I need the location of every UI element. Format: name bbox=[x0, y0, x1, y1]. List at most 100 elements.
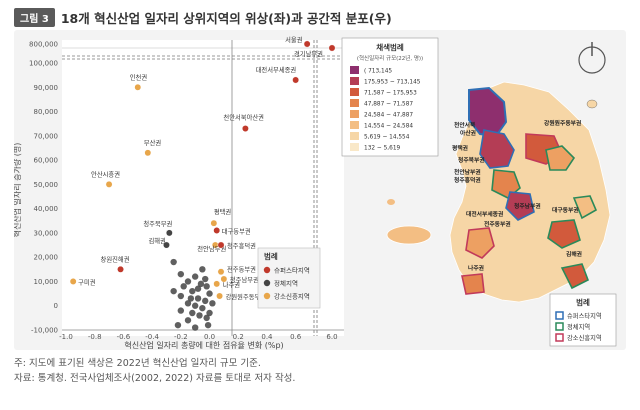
scatter-point bbox=[189, 309, 196, 317]
map-legend-swatch bbox=[350, 121, 359, 129]
point-label: 천안서북아산권 bbox=[223, 113, 264, 122]
figure-title: 18개 혁신산업 일자리 상위지역의 위상(좌)과 공간적 분포(우) bbox=[60, 10, 392, 26]
legend-label: 정체지역 bbox=[274, 279, 298, 288]
y-tick-label: 20,000 bbox=[34, 254, 59, 262]
map-legend-label: 24,584 ~ 47,887 bbox=[364, 113, 413, 119]
scatter-point bbox=[177, 307, 185, 314]
x-tick-label: 0.0 bbox=[204, 333, 215, 341]
point-label: 서울권 bbox=[285, 35, 303, 44]
map-legend-title: 채색범례 bbox=[376, 42, 404, 52]
map-legend-label: 132 ~ 5,619 bbox=[364, 146, 401, 152]
north-arrow bbox=[578, 42, 606, 74]
x-tick-label: 0.4 bbox=[261, 333, 273, 341]
scatter-point bbox=[189, 287, 196, 295]
y-tick-labels: 800,000 100,000 90,000 80,000 70,000 60,000 50… bbox=[29, 41, 58, 335]
region-seoul bbox=[468, 86, 508, 138]
figure-note: 주: 지도에 표기된 색상은 2022년 혁신산업 일자리 규모 기준. bbox=[14, 358, 261, 369]
scatter-point bbox=[206, 290, 213, 297]
x-tick-label: -0.6 bbox=[117, 333, 131, 341]
y-tick-label: 90,000 bbox=[34, 84, 59, 92]
y-tick-label: 40,000 bbox=[34, 205, 59, 213]
figure-svg: 800,000 100,000 90,000 80,000 70,000 60,000 50… bbox=[12, 35, 617, 350]
scatter-point bbox=[69, 278, 77, 285]
map-region-label: 평택권 bbox=[452, 144, 468, 152]
point-label: 안산시흥권 bbox=[91, 169, 120, 178]
scatter-point bbox=[204, 321, 212, 329]
scatter-point bbox=[292, 76, 300, 84]
scatter-point bbox=[191, 324, 199, 331]
figure-panel: 800,000 100,000 90,000 80,000 70,000 60,000 50… bbox=[12, 30, 626, 350]
scatter-point bbox=[202, 297, 209, 305]
scatter-point bbox=[203, 283, 210, 290]
scatter-point bbox=[210, 219, 218, 227]
map-region-label: 대전서부세종권 bbox=[466, 210, 503, 218]
island-jeju bbox=[386, 225, 432, 245]
point-label: 천안남부권 bbox=[197, 244, 226, 253]
scatter-point bbox=[170, 258, 177, 266]
scatter-point bbox=[174, 321, 182, 329]
map-region-label: 천안남부권 bbox=[454, 168, 481, 176]
map-legend-label: 47,887 ~ 71,587 bbox=[364, 102, 413, 108]
x-tick-label: 0.2 bbox=[233, 333, 244, 341]
region-pohang bbox=[572, 195, 598, 220]
scatter-point bbox=[206, 309, 213, 317]
map-legend-items: ( 713,145 175,953 ~ 713,145 71,587 ~ 175,9… bbox=[350, 66, 421, 152]
map-region-label: 청주흥덕권 bbox=[454, 176, 481, 184]
map-region-label: 전주동부권 bbox=[484, 220, 511, 228]
map-region-label: 대구동부권 bbox=[552, 206, 579, 214]
x-tick-label: -1.0 bbox=[59, 333, 73, 341]
y-tick-label: 0 bbox=[54, 302, 58, 310]
map-region-label: 김해권 bbox=[566, 250, 582, 258]
scatter-point bbox=[177, 292, 185, 300]
y-axis-label: 혁신산업 일자리 증가량 (명) bbox=[14, 143, 22, 238]
outline-legend-label: 강소신흥지역 bbox=[567, 333, 602, 342]
scatter-point bbox=[194, 285, 202, 292]
scatter-point bbox=[303, 40, 311, 48]
point-label: 구미권 bbox=[78, 277, 96, 286]
scatter-point bbox=[216, 292, 224, 300]
legend-swatch bbox=[263, 292, 271, 300]
x-tick-label: -0.8 bbox=[88, 333, 102, 341]
y-tick-label: -10,000 bbox=[31, 327, 58, 335]
outline-legend-box bbox=[549, 293, 617, 347]
region-daegu bbox=[547, 219, 581, 249]
region-east bbox=[545, 145, 576, 171]
scatter-point bbox=[117, 265, 124, 273]
scatter-point bbox=[177, 270, 185, 278]
map-region-label: 천안서북 bbox=[454, 121, 476, 129]
scatter-point bbox=[184, 300, 192, 307]
x-axis-label: 혁신산업 일자리 총량에 대한 점유율 변화 (%p) bbox=[124, 340, 283, 350]
scatter-point bbox=[217, 268, 225, 276]
scatter-point bbox=[180, 283, 187, 290]
outline-legend-swatch bbox=[555, 333, 564, 342]
x-tick-labels: -1.0 -0.8 -0.6 -0.4 -0.2 0.0 0.2 0.4 0.6 6.0 bbox=[59, 333, 337, 341]
map-legend-label: 14,554 ~ 24,584 bbox=[364, 124, 413, 130]
y-tick-label: 80,000 bbox=[34, 108, 59, 116]
point-label: 평택권 bbox=[214, 207, 232, 216]
map-region-label: 아산권 bbox=[460, 129, 476, 137]
point-label: 나주권 bbox=[223, 280, 241, 289]
point-label: 청주북부권 bbox=[143, 220, 172, 228]
scatter-point bbox=[165, 229, 173, 237]
scatter-point bbox=[184, 278, 192, 285]
scatter-point bbox=[203, 314, 210, 322]
outline-legend-label: 슈퍼스타지역 bbox=[567, 311, 602, 320]
scatter-point bbox=[209, 300, 216, 307]
scatter-point bbox=[220, 275, 228, 283]
map-region-label: 강원원주동부권 bbox=[544, 119, 581, 127]
scatter-point bbox=[144, 149, 152, 157]
map-legend-swatch bbox=[350, 110, 359, 118]
region-jeonju bbox=[465, 227, 495, 259]
scatter-point bbox=[217, 241, 225, 249]
figure-notes: 주: 지도에 표기된 색상은 2022년 혁신산업 일자리 규모 기준. 자료:… bbox=[14, 356, 295, 386]
map-legend-label: 5,619 ~ 14,554 bbox=[364, 135, 410, 141]
map-legend-swatch bbox=[350, 88, 359, 96]
y-tick-label: 100,000 bbox=[29, 60, 58, 68]
outline-legend-swatch bbox=[555, 322, 564, 331]
island-ulleung bbox=[586, 99, 598, 109]
region-naju bbox=[461, 273, 485, 295]
x-tick-label: 6.0 bbox=[326, 333, 337, 341]
scatter-point bbox=[241, 125, 249, 132]
